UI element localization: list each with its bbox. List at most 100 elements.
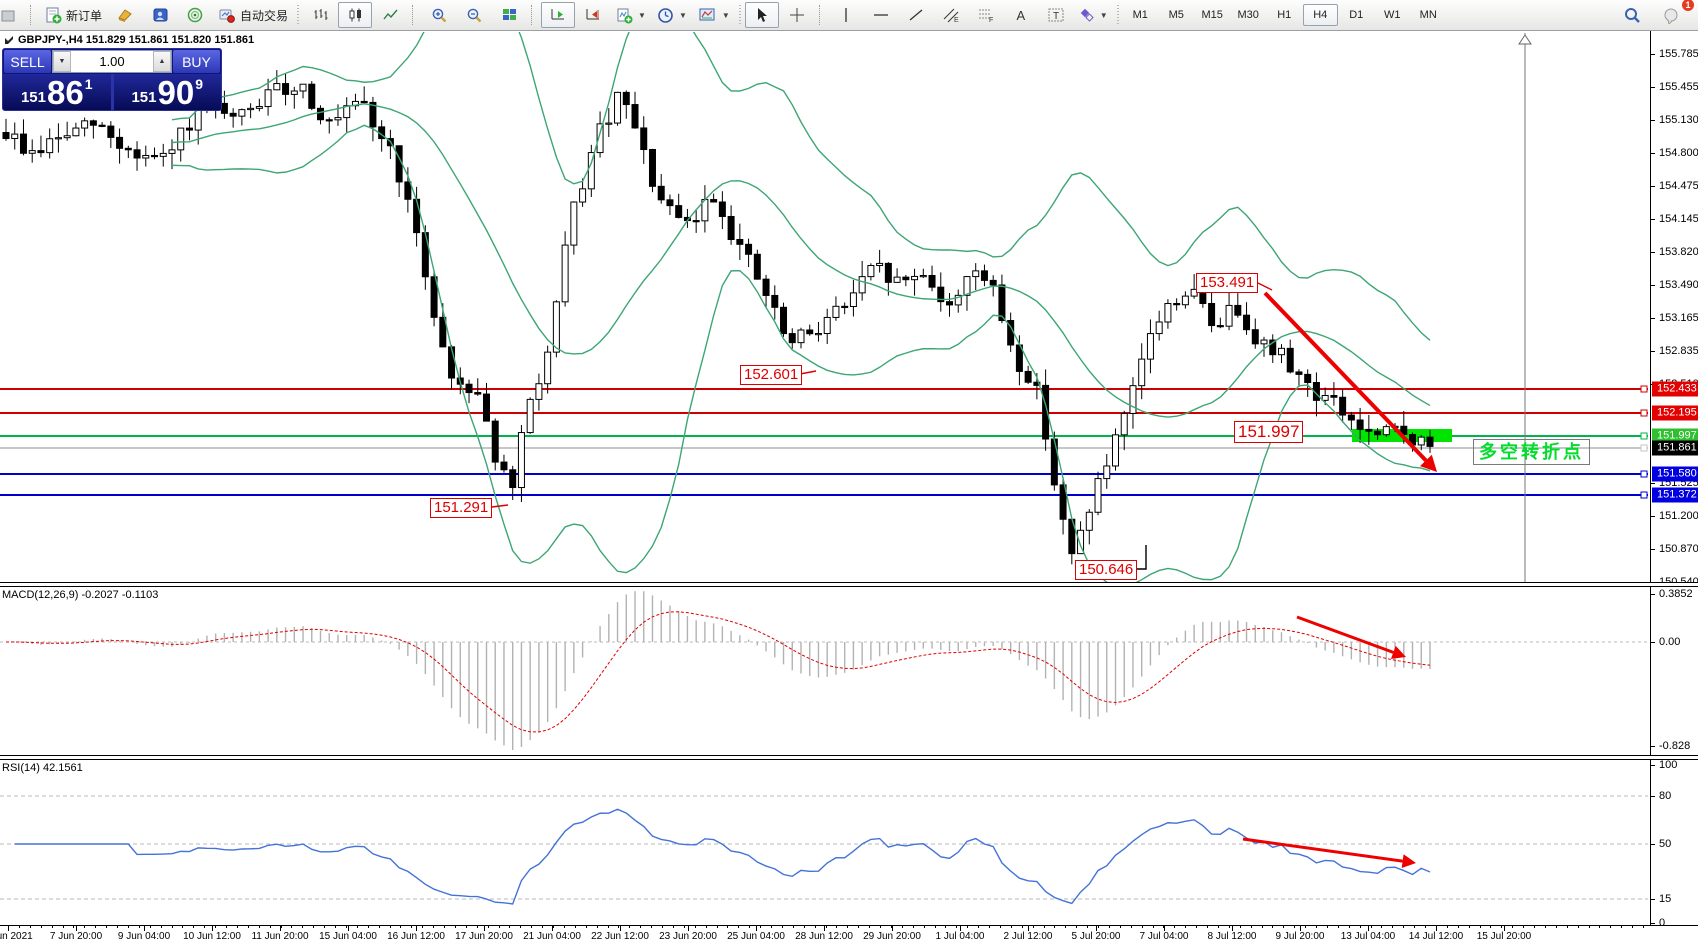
bull-bear-turning-point-note[interactable]: 多空转折点 xyxy=(1473,439,1590,465)
shapes-button[interactable]: ▼ xyxy=(1074,2,1113,28)
auto-trading-button[interactable]: 自动交易 xyxy=(213,2,293,28)
price-annotation-label[interactable]: 151.997 xyxy=(1234,421,1304,444)
time-axis-minor-tick xyxy=(411,926,413,928)
time-axis-minor-tick xyxy=(1414,926,1416,928)
time-axis-tick xyxy=(1300,926,1301,931)
time-axis-minor-tick xyxy=(858,926,860,928)
price-annotation-label[interactable]: 153.491 xyxy=(1196,273,1259,293)
time-axis[interactable]: 4 Jun 2021 7 Jun 20:00 9 Jun 04:00 10 Jun 1… xyxy=(0,925,1698,942)
price-annotation-label[interactable]: 152.601 xyxy=(740,365,803,385)
auto-scroll-button[interactable] xyxy=(541,2,576,28)
line-chart-button[interactable] xyxy=(373,2,407,28)
timeframe-D1[interactable]: D1 xyxy=(1349,9,1364,21)
sell-button[interactable]: SELL xyxy=(4,50,51,73)
periods-button[interactable]: ▼ xyxy=(652,2,692,28)
time-axis-tick xyxy=(1436,926,1437,931)
horizontal-line-button[interactable] xyxy=(864,2,898,28)
rsi-panel-separator[interactable] xyxy=(0,755,1698,760)
bar-chart-button[interactable] xyxy=(303,2,337,28)
zoom-out-button[interactable] xyxy=(457,2,491,28)
indicators-button[interactable]: ▼ xyxy=(611,2,651,28)
time-axis-minor-tick xyxy=(727,926,729,928)
trendline-icon xyxy=(908,7,924,23)
tile-windows-button[interactable] xyxy=(492,2,526,28)
chart-shift-button[interactable] xyxy=(576,2,610,28)
zoom-in-button[interactable] xyxy=(422,2,456,28)
price-annotation-label[interactable]: 150.646 xyxy=(1075,560,1138,580)
time-axis-tick xyxy=(212,926,213,931)
time-axis-minor-tick xyxy=(95,926,97,928)
time-axis-minor-tick xyxy=(193,926,195,928)
time-axis-minor-tick xyxy=(1403,926,1405,928)
notifications-button[interactable]: 1 xyxy=(1655,0,1694,28)
sell-price-display[interactable]: 151 86 1 xyxy=(3,74,111,110)
time-axis-minor-tick xyxy=(1435,926,1437,928)
clock-icon xyxy=(657,7,674,24)
time-axis-minor-tick xyxy=(672,926,674,928)
time-axis-minor-tick xyxy=(934,926,936,928)
time-axis-minor-tick xyxy=(1337,926,1339,928)
price-axis-label: 150.870 xyxy=(1659,543,1698,555)
indicator-axis-label: 15 xyxy=(1659,893,1672,905)
zoom-in-icon xyxy=(431,7,448,24)
time-axis-minor-tick xyxy=(8,926,9,928)
crosshair-icon xyxy=(789,7,805,23)
svg-text:E: E xyxy=(954,17,959,23)
buy-price-sup: 9 xyxy=(195,76,204,92)
search-button[interactable] xyxy=(1615,2,1649,28)
time-axis-minor-tick xyxy=(258,926,260,928)
time-axis-minor-tick xyxy=(662,926,663,928)
buy-price-small: 151 xyxy=(131,89,157,106)
vertical-line-button[interactable] xyxy=(829,2,863,28)
timeframe-H4[interactable]: H4 xyxy=(1302,4,1338,26)
timeframe-M1[interactable]: M1 xyxy=(1132,9,1148,21)
time-axis-minor-tick xyxy=(629,926,631,928)
buy-price-display[interactable]: 151 90 9 xyxy=(113,74,221,110)
text-label-button[interactable]: T xyxy=(1039,2,1073,28)
trendline-button[interactable] xyxy=(899,2,933,28)
cursor-button[interactable] xyxy=(744,2,779,28)
timeframe-H1[interactable]: H1 xyxy=(1277,9,1292,21)
time-axis-minor-tick xyxy=(1196,926,1198,928)
time-axis-minor-tick xyxy=(574,926,576,928)
fibonacci-button[interactable]: F xyxy=(969,2,1003,28)
price-axis-tick xyxy=(1651,54,1655,55)
profile-button[interactable] xyxy=(143,2,177,28)
time-axis-label: 22 Jun 12:00 xyxy=(591,931,649,942)
templates-button[interactable]: ▼ xyxy=(693,2,735,28)
price-axis-tick xyxy=(1651,285,1655,286)
time-axis-minor-tick xyxy=(1228,926,1230,928)
equidistant-channel-button[interactable]: E xyxy=(934,2,968,28)
timeframe-MN[interactable]: MN xyxy=(1419,9,1437,21)
macd-panel-separator[interactable] xyxy=(0,582,1698,587)
buy-button[interactable]: BUY xyxy=(173,50,220,73)
volume-control: ▼ 1.00 ▲ xyxy=(52,50,172,73)
volume-increase-button[interactable]: ▲ xyxy=(153,51,171,72)
time-axis-minor-tick xyxy=(880,926,881,928)
symbol-ohlc-text: GBPJPY-,H4 151.829 151.861 151.820 151.8… xyxy=(18,34,255,46)
candlestick-chart-button[interactable] xyxy=(338,2,373,28)
price-annotation-label[interactable]: 151.291 xyxy=(430,498,493,518)
time-axis-tick xyxy=(1504,926,1505,931)
volume-decrease-button[interactable]: ▼ xyxy=(53,51,71,72)
signals-button[interactable] xyxy=(178,2,212,28)
timeframe-M15[interactable]: M15 xyxy=(1201,9,1223,21)
time-axis-minor-tick xyxy=(73,926,75,928)
time-axis-minor-tick xyxy=(792,926,794,928)
market-watch-button[interactable] xyxy=(108,2,142,28)
price-axis[interactable]: 155.785 155.455 155.130 154.800 154.475 154.1… xyxy=(1650,31,1698,929)
timeframe-M5[interactable]: M5 xyxy=(1168,9,1184,21)
time-axis-minor-tick xyxy=(956,926,958,928)
timeframe-W1[interactable]: W1 xyxy=(1383,9,1401,21)
volume-value[interactable]: 1.00 xyxy=(99,54,125,69)
trend-arrow xyxy=(1263,291,1428,462)
time-axis-minor-tick xyxy=(389,926,391,928)
text-button[interactable]: A xyxy=(1004,2,1038,28)
time-axis-minor-tick xyxy=(651,926,653,928)
time-axis-label: 28 Jun 12:00 xyxy=(795,931,853,942)
crosshair-button[interactable] xyxy=(780,2,814,28)
new-order-button[interactable]: 新订单 xyxy=(40,2,107,28)
timeframe-M30[interactable]: M30 xyxy=(1237,9,1259,21)
trend-arrow xyxy=(1296,615,1394,654)
